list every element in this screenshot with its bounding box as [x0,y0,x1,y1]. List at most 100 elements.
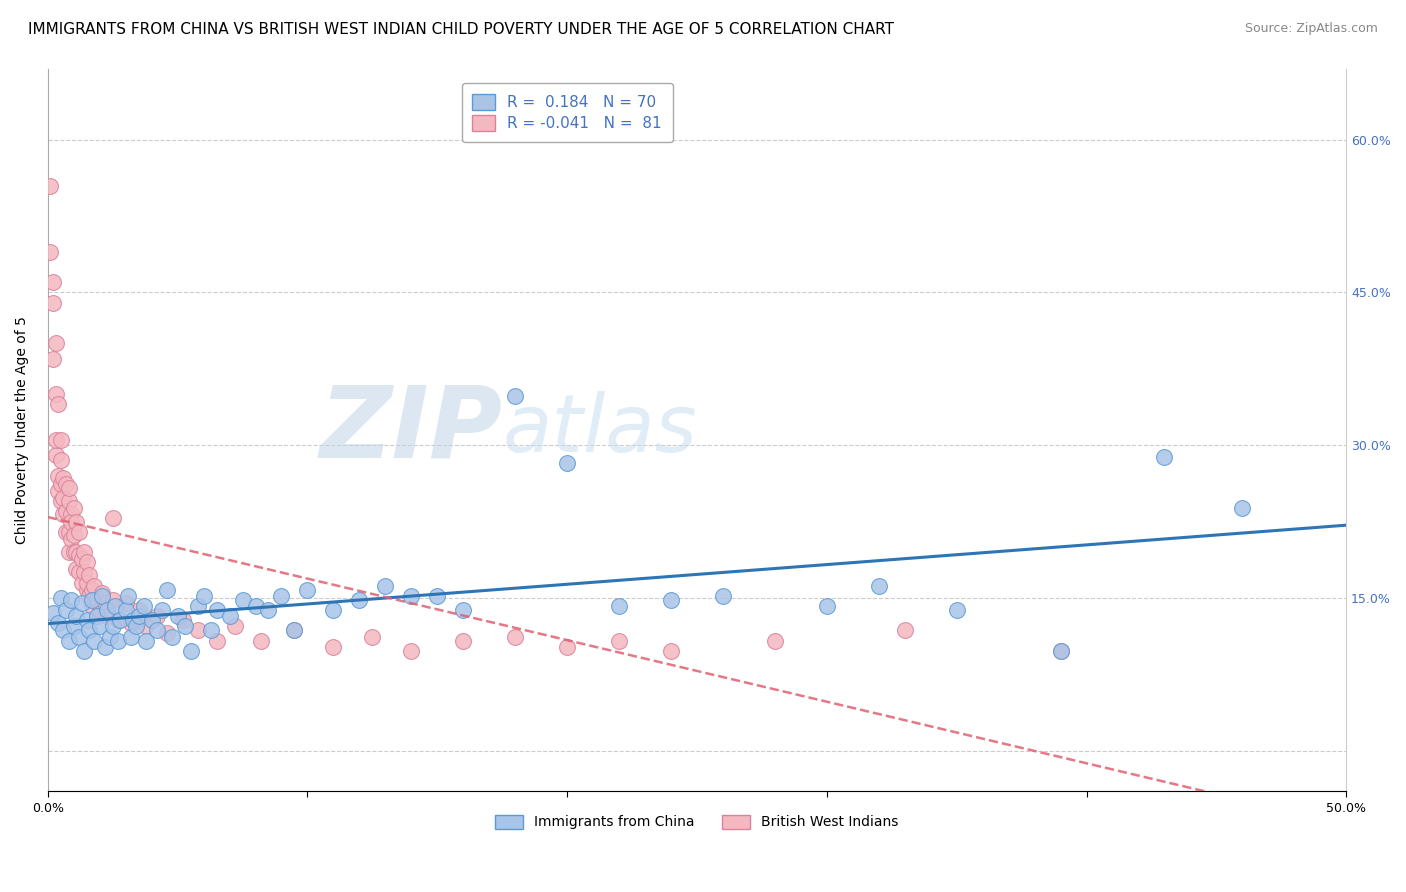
Point [80,593,103,607]
Point [79,568,101,582]
Point [45,387,67,401]
Point [58,633,80,648]
Point [114,596,136,610]
Point [58,524,80,539]
Point [55,476,77,491]
Point [659,644,682,658]
Point [45,336,67,351]
Point [193,589,215,603]
Point [659,593,682,607]
Point [83,633,105,648]
Point [96,603,118,617]
Point [231,593,253,607]
Point [65,562,87,576]
Point [205,633,228,648]
Point [120,616,142,631]
Point [1049,644,1071,658]
Point [58,545,80,559]
Point [46,616,69,631]
Point [70,575,93,590]
Point [62,527,84,541]
Point [249,633,271,648]
Point [76,555,98,569]
Point [172,613,194,627]
Point [49,453,72,467]
Point [245,599,267,613]
Point [60,508,83,522]
Point [451,603,474,617]
Text: ZIP: ZIP [319,382,502,478]
Point [79,589,101,603]
Point [1049,644,1071,658]
Point [86,593,108,607]
Point [150,603,173,617]
Point [60,532,83,546]
Point [80,582,103,597]
Point [120,630,142,644]
Point [58,481,80,495]
Point [146,624,169,638]
Point [132,599,155,613]
Point [70,596,93,610]
Point [73,644,96,658]
Point [67,630,90,644]
Point [162,630,184,644]
Point [76,613,98,627]
Point [62,501,84,516]
Point [894,624,917,638]
Point [128,609,150,624]
Point [60,515,83,529]
Point [46,468,69,483]
Point [374,579,396,593]
Point [110,613,132,627]
Point [401,589,423,603]
Point [76,575,98,590]
Legend: Immigrants from China, British West Indians: Immigrants from China, British West Indi… [489,809,904,835]
Point [76,582,98,597]
Point [98,630,121,644]
Text: atlas: atlas [502,391,697,469]
Point [80,599,103,613]
Point [224,619,246,633]
Text: Source: ZipAtlas.com: Source: ZipAtlas.com [1244,22,1378,36]
Point [65,545,87,559]
Point [361,630,384,644]
Point [187,599,209,613]
Point [555,640,578,654]
Point [218,609,240,624]
Point [1232,501,1254,516]
Point [67,566,90,580]
Point [503,389,526,403]
Point [205,603,228,617]
Point [42,606,65,620]
Point [55,504,77,518]
Point [107,613,129,627]
Point [101,511,124,525]
Point [42,351,65,366]
Point [107,633,129,648]
Point [52,624,75,638]
Point [39,244,62,259]
Point [73,566,96,580]
Point [283,624,305,638]
Point [94,640,117,654]
Point [89,603,111,617]
Point [62,619,84,633]
Point [55,524,77,539]
Point [125,619,148,633]
Point [868,579,890,593]
Point [86,609,108,624]
Point [322,603,344,617]
Point [55,603,77,617]
Point [45,433,67,447]
Point [58,494,80,508]
Point [114,603,136,617]
Point [73,545,96,559]
Point [166,609,188,624]
Point [101,593,124,607]
Point [187,624,209,638]
Point [65,515,87,529]
Point [146,609,169,624]
Point [174,619,197,633]
Point [607,633,630,648]
